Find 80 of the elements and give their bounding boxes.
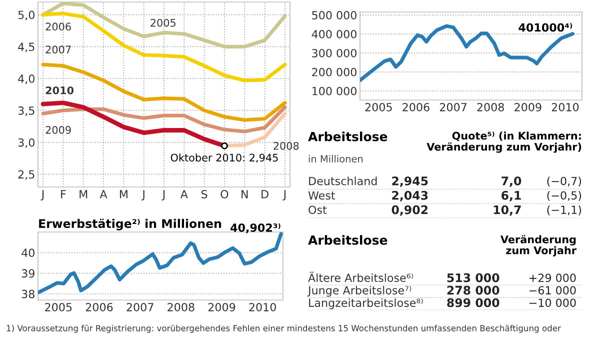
- line-series: [360, 24, 574, 82]
- data-label: 2,945: [392, 176, 428, 187]
- x-tick-label: A: [100, 190, 108, 198]
- series-label: 2005: [150, 18, 176, 27]
- category-label: West: [308, 191, 336, 200]
- category-label: Junge Arbeitslose⁷⁾: [307, 286, 412, 297]
- x-tick-label: J: [142, 190, 144, 200]
- category-label: Ältere Arbeitslose⁶⁾: [308, 272, 413, 282]
- y-tick-label: 40: [22, 248, 34, 257]
- x-tick-label: S: [202, 190, 208, 198]
- y-tick-label: 2,5: [18, 170, 34, 180]
- y-tick-label: 39: [22, 269, 34, 278]
- x-tick-label: 2010: [552, 102, 579, 112]
- text: Veränderung zum Vorjahr: [500, 235, 576, 256]
- annotation: 40,902³⁾: [230, 223, 280, 234]
- x-tick-label: J: [40, 190, 44, 200]
- y-tick-label: 300 000: [312, 48, 356, 58]
- series-label: 2009: [46, 126, 71, 134]
- category-label: Langzeitarbeitslose⁸⁾: [309, 298, 423, 310]
- data-label: 10,7: [494, 205, 521, 216]
- data-label: +29 000: [530, 274, 576, 282]
- line-series: [41, 12, 287, 82]
- x-tick-label: 2007: [126, 302, 154, 312]
- x-tick-label: 2005: [365, 102, 392, 112]
- y-tick-label: 3,0: [18, 138, 34, 148]
- chart-title: Erwerbstätige²⁾ in Millionen: [39, 218, 222, 230]
- line-series: [41, 62, 287, 122]
- y-tick-label: 500 000: [312, 11, 356, 20]
- y-tick-label: 4,0: [18, 74, 34, 84]
- data-label: 6,1: [502, 190, 521, 202]
- x-tick-label: J: [162, 190, 165, 200]
- x-tick-label: N: [242, 190, 248, 198]
- x-tick-label: F: [61, 190, 66, 198]
- data-label: −10 000: [530, 298, 576, 307]
- x-tick-label: D: [262, 190, 268, 198]
- annotation: 401000⁴⁾: [518, 23, 572, 32]
- line-series: [41, 105, 287, 134]
- x-tick-label: 2006: [402, 102, 430, 112]
- annotation: Oktober 2010: 2,945: [170, 154, 278, 163]
- text: Arbeitslose: [308, 132, 388, 142]
- x-tick-label: O: [220, 190, 228, 198]
- data-label: 0,902: [392, 205, 428, 216]
- x-tick-label: 2008: [168, 302, 194, 312]
- x-tick-label: J: [282, 190, 286, 200]
- data-label: 899 000: [447, 298, 500, 308]
- category-label: Deutschland: [309, 176, 377, 186]
- text: in Millionen: [308, 155, 363, 163]
- data-label: (−0,7): [547, 176, 582, 187]
- x-tick-label: M: [120, 190, 128, 198]
- y-tick-label: 400 000: [312, 30, 356, 38]
- y-tick-label: 5,0: [18, 10, 34, 20]
- x-tick-label: 2008: [477, 102, 504, 112]
- text: 1) Voraussetzung für Registrierung: vorübergehendes Fehlen einer mindestens 15 Wochenstunden umfassenden Beschäftigung oder: [6, 324, 561, 333]
- y-tick-label: 3,5: [18, 106, 34, 116]
- y-tick-label: 200 000: [312, 68, 356, 76]
- x-tick-label: A: [180, 190, 188, 198]
- x-tick-label: 2009: [208, 302, 236, 312]
- x-tick-label: 2006: [86, 302, 113, 312]
- category-label: Ost: [308, 206, 327, 214]
- y-tick-label: 4,5: [18, 42, 34, 52]
- text: Arbeitslose: [308, 235, 388, 245]
- text: Quote⁵⁾ (in Klammern: Veränderung zum Vorjahr): [426, 132, 582, 153]
- x-tick-label: 2010: [249, 302, 276, 312]
- x-tick-label: 2007: [440, 102, 466, 112]
- x-tick-label: 2009: [514, 102, 542, 112]
- y-tick-label: 38: [22, 290, 34, 298]
- data-label: (−1,1): [547, 205, 582, 216]
- y-tick-label: 100 000: [312, 86, 356, 96]
- series-label: 2007: [46, 46, 71, 54]
- data-label: 278 000: [447, 286, 500, 295]
- x-tick-label: 2005: [45, 302, 72, 312]
- data-label: 7,0: [502, 176, 522, 187]
- series-label: 2008: [274, 142, 299, 150]
- data-label: 513 000: [447, 273, 500, 282]
- data-label: 2,043: [392, 190, 428, 202]
- series-label: 2010: [46, 86, 74, 94]
- series-label: 2006: [46, 22, 71, 31]
- data-label: −61 000: [530, 286, 576, 295]
- data-label: (−0,5): [547, 191, 582, 201]
- x-tick-label: M: [80, 190, 88, 198]
